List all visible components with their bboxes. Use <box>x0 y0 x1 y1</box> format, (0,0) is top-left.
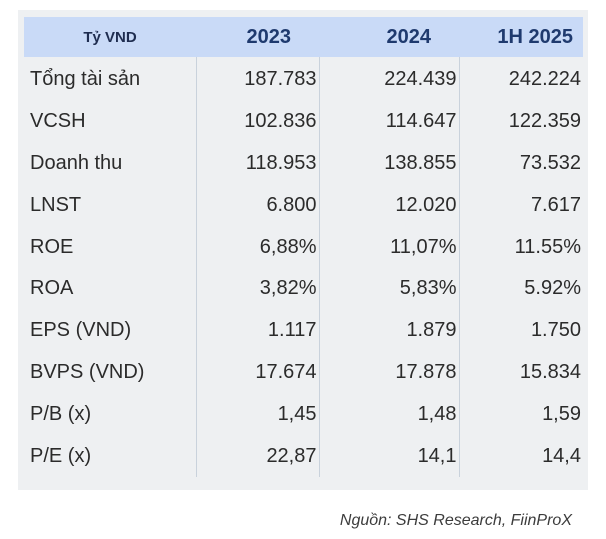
row-label: VCSH <box>30 110 86 133</box>
cell-2024: 1,48 <box>318 393 459 436</box>
cell-2023: 187.783 <box>195 57 319 101</box>
year-header-2024: 2024 <box>319 17 459 57</box>
row-label: LNST <box>30 193 82 216</box>
row-label: P/B (x) <box>30 402 92 425</box>
cell-1h2025: 5.92% <box>458 267 583 310</box>
cell-2023: 6,88% <box>195 226 319 268</box>
cell-2024: 12.020 <box>318 184 459 227</box>
table-row: ROE 6,88% 11,07% 11.55% <box>24 226 583 268</box>
cell-2023: 22,87 <box>195 435 319 477</box>
year-header-1h2025: 1H 2025 <box>459 17 583 57</box>
cell-2023: 1.117 <box>195 309 319 352</box>
table-row: EPS (VND) 1.117 1.879 1.750 <box>24 309 583 352</box>
table-row: LNST 6.800 12.020 7.617 <box>24 184 583 227</box>
source-note: Nguồn: SHS Research, FiinProX <box>339 512 572 529</box>
financial-summary-table: Tỷ VND 2023 2024 1H 2025 Tổng tài sản 18… <box>24 17 583 477</box>
table-row: P/E (x) 22,87 14,1 14,4 <box>24 435 583 477</box>
cell-2023: 102.836 <box>195 100 319 143</box>
row-label: EPS (VND) <box>30 319 132 342</box>
cell-1h2025: 15.834 <box>458 351 583 394</box>
cell-2024: 14,1 <box>318 435 459 477</box>
row-label: Tổng tài sản <box>30 68 141 91</box>
cell-1h2025: 7.617 <box>458 184 583 227</box>
table-row: BVPS (VND) 17.674 17.878 15.834 <box>24 351 583 394</box>
cell-2023: 3,82% <box>195 267 319 310</box>
cell-1h2025: 11.55% <box>458 226 583 268</box>
table-row: ROA 3,82% 5,83% 5.92% <box>24 267 583 310</box>
table-header-row: Tỷ VND 2023 2024 1H 2025 <box>24 17 583 57</box>
row-label: BVPS (VND) <box>30 360 145 383</box>
cell-2024: 138.855 <box>318 142 459 185</box>
cell-1h2025: 73.532 <box>458 142 583 185</box>
cell-2023: 17.674 <box>195 351 319 394</box>
cell-1h2025: 1.750 <box>458 309 583 352</box>
cell-1h2025: 242.224 <box>458 57 583 101</box>
table-row: P/B (x) 1,45 1,48 1,59 <box>24 393 583 436</box>
unit-header: Tỷ VND <box>24 17 196 57</box>
cell-2024: 17.878 <box>318 351 459 394</box>
table-row: VCSH 102.836 114.647 122.359 <box>24 100 583 143</box>
cell-2024: 224.439 <box>318 57 459 101</box>
cell-2024: 5,83% <box>318 267 459 310</box>
cell-2024: 1.879 <box>318 309 459 352</box>
table-row: Doanh thu 118.953 138.855 73.532 <box>24 142 583 185</box>
row-label: ROA <box>30 277 74 300</box>
cell-1h2025: 14,4 <box>458 435 583 477</box>
cell-2023: 1,45 <box>195 393 319 436</box>
cell-1h2025: 1,59 <box>458 393 583 436</box>
year-header-2023: 2023 <box>196 17 319 57</box>
cell-2024: 114.647 <box>318 100 459 143</box>
cell-2023: 6.800 <box>195 184 319 227</box>
row-label: P/E (x) <box>30 444 92 467</box>
row-label: ROE <box>30 235 74 258</box>
cell-2023: 118.953 <box>195 142 319 185</box>
row-label: Doanh thu <box>30 151 123 174</box>
cell-1h2025: 122.359 <box>458 100 583 143</box>
table-row: Tổng tài sản 187.783 224.439 242.224 <box>24 57 583 101</box>
cell-2024: 11,07% <box>318 226 459 268</box>
